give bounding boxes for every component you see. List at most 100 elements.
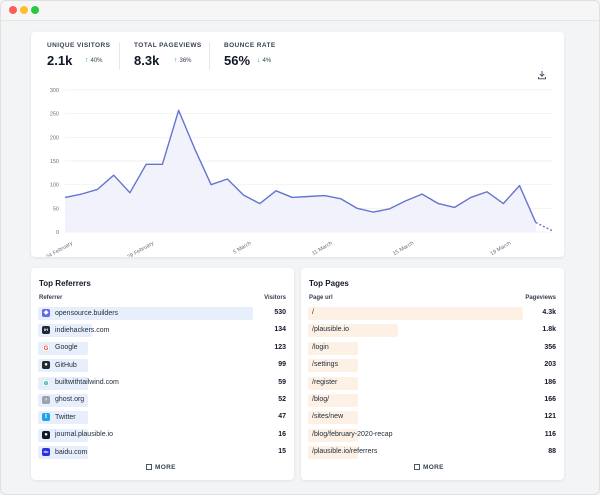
panel-title: Top Pages — [309, 279, 349, 288]
list-item[interactable]: /register 186 — [301, 375, 564, 392]
row-label: /plausible.io/referrers — [312, 448, 377, 455]
arrow-up-icon: ↑ — [174, 57, 178, 64]
row-name: opensource.builders — [55, 309, 119, 317]
list-item[interactable]: ⊕ builtwithtailwind.com 59 — [31, 375, 294, 392]
row-name: /blog/february-2020-recap — [312, 430, 393, 438]
list-item[interactable]: /blog/february-2020-recap 116 — [301, 427, 564, 444]
list-item[interactable]: /login 356 — [301, 340, 564, 357]
favicon-icon: › — [42, 395, 50, 404]
more-label: MORE — [155, 464, 176, 471]
list-item[interactable]: / 4.3k — [301, 305, 564, 322]
row-name: Twitter — [55, 413, 76, 421]
row-value: 47 — [278, 413, 286, 421]
row-value: 186 — [544, 378, 556, 386]
share-bar — [38, 341, 88, 355]
row-name: /settings — [312, 361, 339, 369]
x-tick-label: 5 March — [232, 241, 252, 256]
x-tick-label: 29 February — [126, 240, 155, 257]
y-tick-label: 100 — [50, 183, 59, 189]
list-item[interactable]: /plausible.io/referrers 88 — [301, 444, 564, 461]
close-window-button[interactable] — [9, 6, 17, 14]
share-bar — [38, 411, 88, 425]
row-label: / — [312, 309, 314, 316]
arrow-up-icon: ↑ — [85, 57, 89, 64]
more-referrers-button[interactable]: MORE — [146, 464, 176, 471]
stat-value: 8.3k — [134, 53, 160, 68]
y-tick-label: 50 — [53, 206, 59, 212]
favicon-icon: IH — [42, 326, 50, 335]
stat-change: ↓ 4% — [257, 57, 271, 64]
row-value: 166 — [544, 395, 556, 403]
column-header-visitors: Visitors — [264, 295, 286, 301]
more-pages-button[interactable]: MORE — [414, 464, 444, 471]
row-value: 356 — [544, 343, 556, 351]
y-tick-label: 250 — [50, 112, 59, 118]
list-item[interactable]: t Twitter 47 — [31, 409, 294, 426]
list-item[interactable]: ● journal.plausible.io 16 — [31, 427, 294, 444]
column-header-page-url: Page url — [309, 295, 333, 301]
row-value: 59 — [278, 378, 286, 386]
stat-label: UNIQUE VISITORS — [47, 42, 111, 49]
share-bar — [38, 307, 253, 320]
share-bar — [38, 446, 88, 460]
row-label: G Google — [42, 343, 78, 352]
share-bar — [308, 446, 358, 460]
row-value: 15 — [278, 448, 286, 456]
x-tick-label: 11 March — [311, 241, 334, 257]
list-item[interactable]: ● GitHub 99 — [31, 357, 294, 374]
share-bar — [308, 393, 358, 407]
stat-change: ↑ 36% — [174, 57, 192, 64]
row-name: ghost.org — [55, 396, 85, 404]
list-item[interactable]: /sites/new 121 — [301, 409, 564, 426]
y-tick-label: 200 — [50, 135, 59, 141]
row-label: du baidu.com — [42, 448, 88, 457]
row-label: /login — [312, 344, 329, 351]
favicon-icon: ● — [42, 361, 50, 370]
row-name: /blog/ — [312, 395, 330, 403]
list-item[interactable]: › ghost.org 52 — [31, 392, 294, 409]
expand-icon — [414, 464, 420, 470]
row-label: /sites/new — [312, 413, 343, 420]
share-bar — [38, 359, 88, 373]
maximize-window-button[interactable] — [31, 6, 39, 14]
row-name: / — [312, 309, 314, 316]
row-label: ● journal.plausible.io — [42, 430, 113, 439]
x-tick-label: 19 March — [489, 241, 512, 257]
expand-icon — [146, 464, 152, 470]
row-label: /settings — [312, 361, 338, 368]
x-tick-label: 15 March — [392, 241, 415, 257]
share-bar — [308, 428, 358, 442]
y-tick-label: 300 — [50, 88, 59, 94]
list-item[interactable]: /plausible.io 1.8k — [301, 322, 564, 339]
x-tick-label: 24 February — [45, 240, 74, 257]
stat-change: ↑ 40% — [85, 57, 103, 64]
row-name: /register — [312, 378, 338, 386]
list-item[interactable]: G Google 123 — [31, 340, 294, 357]
stat-label: BOUNCE RATE — [224, 42, 276, 49]
stat-value: 2.1k — [47, 53, 73, 68]
row-label: ⊕ builtwithtailwind.com — [42, 378, 119, 387]
row-label: /register — [312, 379, 337, 386]
minimize-window-button[interactable] — [20, 6, 28, 14]
series-line — [64, 109, 537, 223]
row-name: /login — [312, 343, 329, 351]
row-name: baidu.com — [55, 448, 88, 456]
list-item[interactable]: /blog/166 — [301, 392, 564, 409]
download-icon[interactable] — [537, 70, 547, 80]
list-item[interactable]: ◆ opensource.builders 530 — [31, 305, 294, 322]
list-item[interactable]: du baidu.com 15 — [31, 444, 294, 461]
row-name: /plausible.io/referrers — [312, 448, 378, 456]
list-item[interactable]: /settings 203 — [301, 357, 564, 374]
favicon-icon: G — [42, 343, 50, 352]
stat-value: 56% — [224, 53, 251, 68]
row-label: ● GitHub — [42, 361, 77, 370]
favicon-icon: du — [42, 448, 50, 457]
row-label: /plausible.io — [312, 326, 349, 333]
row-label: /blog/ — [312, 396, 329, 403]
list-item[interactable]: IH indiehackers.com 134 — [31, 322, 294, 339]
row-label: /blog/february-2020-recap — [312, 431, 393, 438]
divider — [119, 42, 120, 70]
row-label: IH indiehackers.com — [42, 326, 110, 335]
share-bar — [308, 411, 358, 425]
row-name: indiehackers.com — [55, 326, 110, 334]
